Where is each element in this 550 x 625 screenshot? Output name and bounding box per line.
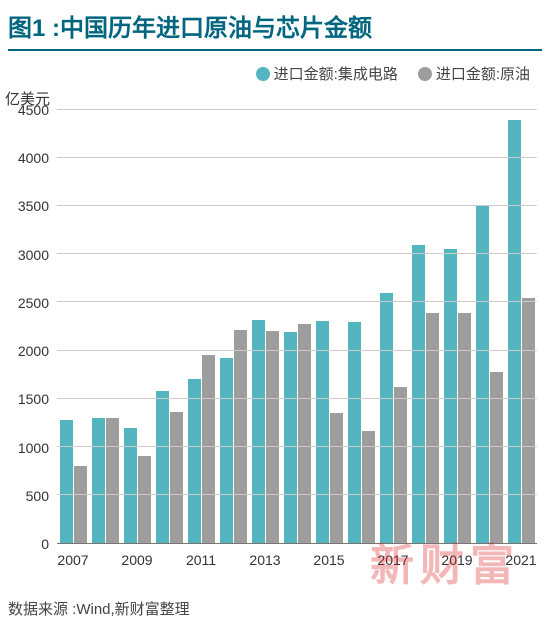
bar	[74, 466, 87, 543]
bar-group	[185, 110, 217, 543]
bar	[252, 320, 265, 543]
bar	[220, 358, 233, 543]
x-tick: 2007	[57, 552, 89, 568]
y-tick: 3000	[18, 247, 49, 263]
x-tick	[217, 552, 249, 568]
x-tick: 2017	[377, 552, 409, 568]
grid-line	[57, 494, 537, 495]
bar-group	[345, 110, 377, 543]
x-tick	[473, 552, 505, 568]
bar	[348, 322, 361, 543]
bar	[412, 245, 425, 543]
bar	[330, 413, 343, 543]
legend-dot-1	[256, 67, 270, 81]
bar	[202, 355, 215, 543]
bar	[266, 331, 279, 543]
bar-group	[409, 110, 441, 543]
legend-item-series2: 进口金额:原油	[418, 63, 530, 84]
legend-label-2: 进口金额:原油	[436, 63, 530, 84]
y-tick: 1000	[18, 440, 49, 456]
legend-item-series1: 进口金额:集成电路	[256, 63, 398, 84]
grid-line	[57, 350, 537, 351]
grid-line	[57, 253, 537, 254]
bar	[394, 387, 407, 543]
bar	[380, 293, 393, 543]
chart-area: 亿美元 050010001500200025003000350040004500…	[5, 92, 545, 572]
bar-group	[89, 110, 121, 543]
x-tick	[345, 552, 377, 568]
bar-group	[249, 110, 281, 543]
chart-title: 图1 :中国历年进口原油与芯片金额	[0, 0, 550, 47]
bar	[60, 420, 73, 543]
x-tick: 2013	[249, 552, 281, 568]
bar-group	[441, 110, 473, 543]
x-tick	[153, 552, 185, 568]
bar	[156, 391, 169, 543]
grid-line	[57, 109, 537, 110]
bar-group	[377, 110, 409, 543]
bar	[284, 332, 297, 543]
grid-line	[57, 446, 537, 447]
y-tick: 0	[41, 536, 49, 552]
y-tick: 4500	[18, 102, 49, 118]
bar-group	[57, 110, 89, 543]
grid-line	[57, 157, 537, 158]
bar-group	[473, 110, 505, 543]
x-tick	[89, 552, 121, 568]
title-underline	[8, 49, 542, 51]
bar-group	[121, 110, 153, 543]
bar-group	[505, 110, 537, 543]
y-tick: 4000	[18, 150, 49, 166]
grid-line	[57, 205, 537, 206]
bar	[444, 249, 457, 543]
y-tick: 3500	[18, 198, 49, 214]
bar-group	[313, 110, 345, 543]
legend-dot-2	[418, 67, 432, 81]
bars	[57, 110, 537, 543]
x-tick: 2021	[505, 552, 537, 568]
y-tick: 1500	[18, 391, 49, 407]
x-tick: 2009	[121, 552, 153, 568]
bar	[316, 321, 329, 543]
bar-group	[281, 110, 313, 543]
bar	[426, 313, 439, 543]
bar	[92, 418, 105, 543]
bar	[170, 412, 183, 543]
grid-line	[57, 398, 537, 399]
bar-group	[153, 110, 185, 543]
y-tick: 2500	[18, 295, 49, 311]
x-tick	[409, 552, 441, 568]
bar	[188, 379, 201, 543]
x-tick	[281, 552, 313, 568]
bar	[298, 324, 311, 543]
bar	[362, 431, 375, 543]
bar	[106, 418, 119, 543]
bar-group	[217, 110, 249, 543]
y-tick: 2000	[18, 343, 49, 359]
y-tick: 500	[26, 488, 49, 504]
bar	[508, 120, 521, 543]
legend: 进口金额:集成电路 进口金额:原油	[0, 59, 550, 92]
grid-line	[57, 301, 537, 302]
plot-area	[57, 110, 537, 544]
data-source: 数据来源 :Wind,新财富整理	[8, 598, 190, 619]
legend-label-1: 进口金额:集成电路	[274, 63, 398, 84]
x-tick: 2011	[185, 552, 217, 568]
x-tick: 2015	[313, 552, 345, 568]
bar	[138, 456, 151, 543]
bar	[458, 313, 471, 543]
y-axis: 0 500 1000 1500 2000 2500 3000 3500 4000 4500	[5, 92, 53, 572]
x-tick: 2019	[441, 552, 473, 568]
bar	[234, 330, 247, 543]
bar	[522, 298, 535, 543]
bar	[476, 206, 489, 543]
x-axis: 2007 2009 2011 2013 2015 2017 2019 2021	[57, 552, 537, 568]
